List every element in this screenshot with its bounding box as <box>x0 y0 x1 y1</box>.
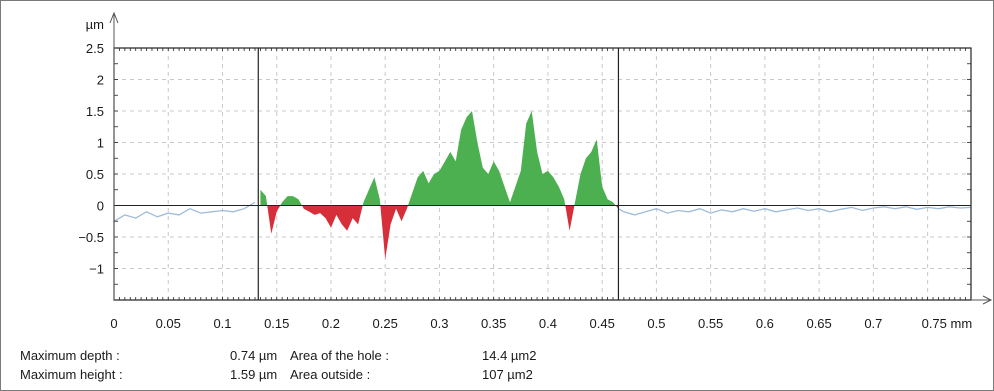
hole-area-label: Area of the hole : <box>290 348 390 363</box>
x-tick-label: 0 <box>110 316 117 331</box>
x-tick-label: 0.65 <box>806 316 831 331</box>
y-tick-label: 0 <box>97 199 104 214</box>
x-tick-label: 0.35 <box>481 316 506 331</box>
y-tick-label: 1.5 <box>86 104 104 119</box>
max-height-value: 1.59 µm <box>230 367 278 382</box>
x-tick-label: 0.55 <box>698 316 723 331</box>
y-tick-label: 2 <box>97 73 104 88</box>
area-above-zero <box>260 111 619 206</box>
x-tick-label: 0.5 <box>647 316 665 331</box>
max-depth-label: Maximum depth : <box>20 348 120 363</box>
y-unit-label: µm <box>86 17 104 32</box>
y-axis-arrow <box>109 11 119 24</box>
x-tick-label: 0.4 <box>539 316 557 331</box>
profile-line-right <box>618 206 972 216</box>
area-below-zero <box>260 205 619 260</box>
x-tick-label: 0.25 <box>373 316 398 331</box>
y-tick-label: −0.5 <box>78 230 104 245</box>
y-tick-label: 0.5 <box>86 167 104 182</box>
x-tick-label: 0.2 <box>322 316 340 331</box>
x-tick-label: 0.3 <box>430 316 448 331</box>
hole-area-value: 14.4 µm2 <box>482 348 537 363</box>
y-tick-label: −1 <box>89 262 104 277</box>
profile-line-left <box>113 201 256 222</box>
x-tick-label: 0.1 <box>213 316 231 331</box>
x-tick-label: 0.05 <box>156 316 181 331</box>
max-height-label: Maximum height : <box>20 367 123 382</box>
outside-area-label: Area outside : <box>290 367 371 382</box>
x-tick-label: 0.75 mm <box>922 316 973 331</box>
x-tick-label: 0.7 <box>864 316 882 331</box>
profile-chart: 2.5 2 1.5 1 0.5 0 −0.5 −1 µm 0 0.05 0.1 0.15 0.2 0.25 0… <box>78 11 993 331</box>
x-tick-label: 0.6 <box>756 316 774 331</box>
x-axis-arrow <box>982 295 993 305</box>
y-tick-label: 2.5 <box>86 41 104 56</box>
x-tick-label: 0.45 <box>590 316 615 331</box>
outside-area-value: 107 µm2 <box>482 367 533 382</box>
x-tick-label: 0.15 <box>264 316 289 331</box>
max-depth-value: 0.74 µm <box>230 348 278 363</box>
y-tick-label: 1 <box>97 136 104 151</box>
